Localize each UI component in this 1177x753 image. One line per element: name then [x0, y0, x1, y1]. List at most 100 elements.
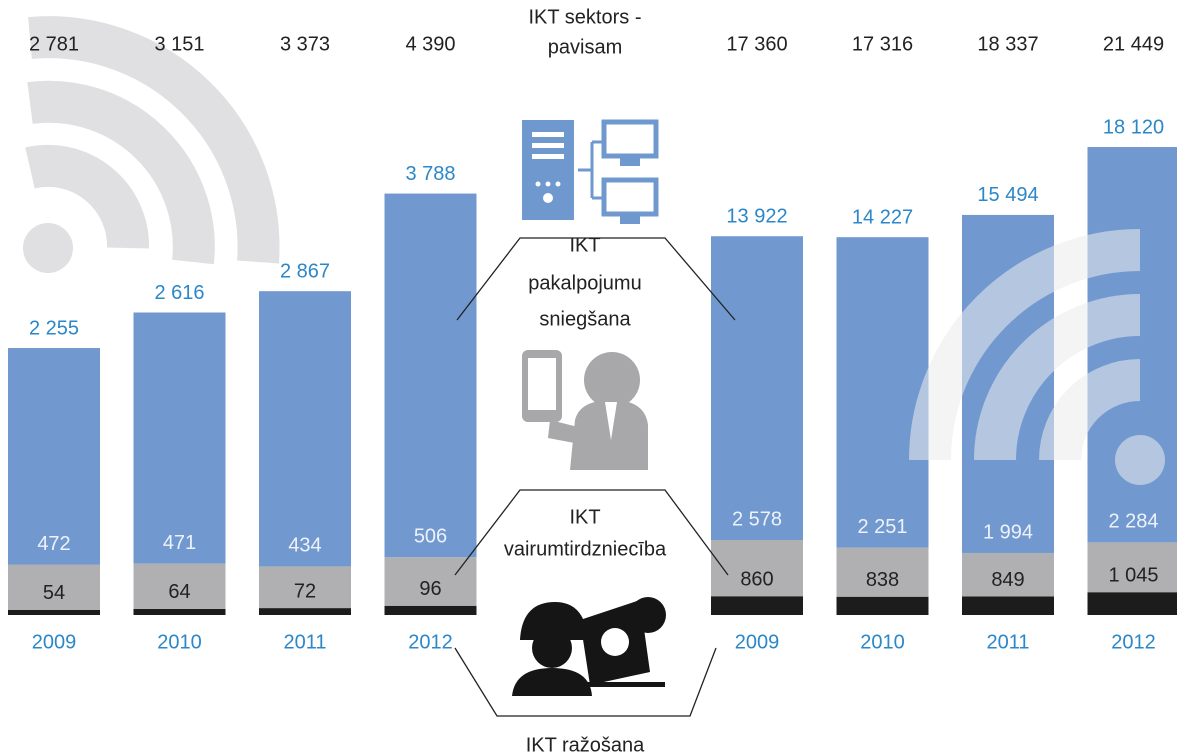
value-label: 1 045 — [1108, 564, 1158, 586]
legend-label: vairumtirdzniecība — [504, 538, 667, 560]
value-label: 14 227 — [852, 206, 913, 228]
bar-segment — [962, 552, 1054, 597]
server-slot — [532, 154, 564, 159]
value-label: 2 251 — [857, 516, 907, 538]
arm — [548, 420, 590, 445]
server-slot — [532, 132, 564, 137]
server-led — [535, 181, 541, 187]
server-led — [545, 181, 551, 187]
bar-segment — [133, 608, 226, 615]
x-tick-label: 2012 — [1111, 631, 1156, 653]
value-label: 64 — [168, 581, 190, 603]
bar-segment — [711, 236, 803, 540]
shirt — [605, 402, 617, 440]
value-label: 18 120 — [1103, 116, 1164, 138]
bar-segment — [836, 596, 929, 615]
worker-icon — [512, 597, 666, 696]
monitor — [601, 119, 659, 159]
connector — [456, 237, 736, 321]
value-label: 506 — [414, 525, 447, 547]
value-label: 471 — [163, 532, 196, 554]
value-label: 2 616 — [154, 282, 204, 304]
wires — [578, 140, 604, 200]
bar-segment — [259, 291, 351, 567]
bar-segment — [259, 566, 351, 609]
value-label: 860 — [740, 569, 773, 591]
bar-segment — [259, 608, 351, 615]
laptop-chart — [601, 628, 629, 656]
value-label: 434 — [288, 535, 321, 557]
total-label: 17 316 — [852, 33, 913, 55]
value-label: 15 494 — [977, 184, 1038, 206]
bar-segment — [8, 348, 100, 565]
wifi-arc — [28, 16, 280, 264]
value-label: 2 284 — [1108, 511, 1158, 533]
server-led — [555, 181, 561, 187]
bar-segment — [384, 605, 477, 615]
bar-segment — [962, 596, 1054, 615]
value-label: 1 994 — [983, 521, 1033, 543]
background-wifi — [23, 16, 280, 273]
value-label: 849 — [991, 569, 1024, 591]
connector — [454, 489, 729, 576]
foreground-wifi — [909, 229, 1165, 485]
value-label: 2 255 — [29, 317, 79, 339]
bar-segment — [8, 609, 100, 615]
total-caption: IKT sektors - — [529, 6, 642, 28]
value-label: 13 922 — [726, 206, 787, 228]
value-label: 2 867 — [280, 260, 330, 282]
wifi-arc — [974, 294, 1141, 461]
helmet — [520, 602, 588, 640]
bar-segment — [133, 312, 226, 564]
x-tick-label: 2009 — [32, 631, 77, 653]
connector — [454, 647, 717, 717]
bar-segment — [1087, 592, 1177, 615]
value-label: 2 578 — [732, 508, 782, 530]
bar-segment — [1087, 542, 1177, 593]
wifi-arc — [909, 229, 1141, 461]
labels: 54 472 2 255 2 781 2009 64 471 2 616 3 151 2010 72… — [29, 6, 1164, 753]
total-label: 3 151 — [154, 33, 204, 55]
total-label: 2 781 — [29, 33, 79, 55]
server-slot — [532, 143, 564, 148]
legend-label: pakalpojumu — [528, 272, 641, 294]
x-tick-label: 2012 — [408, 631, 453, 653]
value-label: 96 — [419, 578, 441, 600]
x-tick-label: 2011 — [986, 631, 1029, 653]
monitor-stand — [620, 158, 640, 166]
total-label: 17 360 — [726, 33, 787, 55]
total-label: 3 373 — [280, 33, 330, 55]
bar-segment — [8, 564, 100, 610]
bar-segment — [711, 596, 803, 615]
wifi-arc — [1039, 359, 1141, 461]
monitor-stand — [620, 216, 640, 224]
server-icon — [522, 119, 659, 224]
total-label: 4 390 — [405, 33, 455, 55]
head — [532, 628, 572, 668]
x-tick-label: 2010 — [157, 631, 202, 653]
bar-segment — [384, 557, 477, 606]
bar-segment — [133, 563, 226, 609]
legend-label: IKT ražošana — [526, 734, 645, 753]
legend-label: sniegšana — [539, 308, 631, 330]
body — [512, 668, 592, 696]
x-tick-label: 2010 — [860, 631, 905, 653]
value-label: 3 788 — [405, 163, 455, 185]
bar-segment — [836, 237, 929, 548]
total-label: 18 337 — [977, 33, 1038, 55]
server-led — [543, 193, 553, 203]
legend-label: IKT — [569, 234, 600, 256]
value-label: 838 — [866, 569, 899, 591]
wifi-arc — [27, 80, 215, 265]
body — [570, 400, 648, 470]
value-label: 54 — [43, 582, 65, 604]
total-label: 21 449 — [1103, 33, 1164, 55]
legend-label: IKT — [569, 506, 600, 528]
phone-screen — [528, 358, 556, 410]
total-caption: pavisam — [548, 36, 622, 58]
x-tick-label: 2009 — [735, 631, 780, 653]
bar-segment — [384, 193, 477, 558]
wifi-dot — [1115, 435, 1165, 485]
